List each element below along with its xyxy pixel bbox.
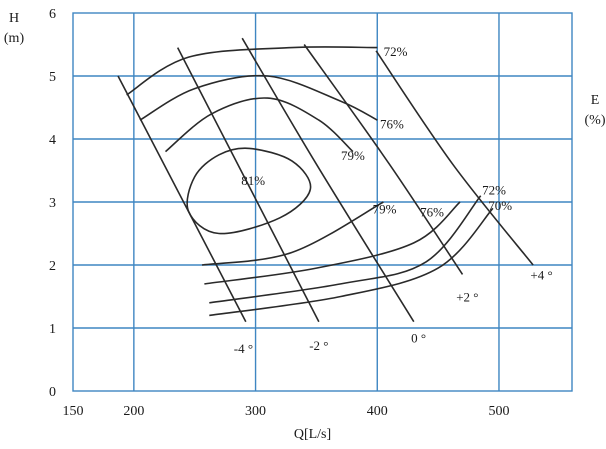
- y-tick-label: 4: [49, 133, 56, 148]
- x-axis-title: Q[L/s]: [294, 427, 331, 442]
- efficiency-label: 72%: [482, 182, 506, 197]
- efficiency-curve-5: [204, 201, 461, 285]
- blade-angle-curve-4: [375, 50, 534, 266]
- efficiency-curve-2: [164, 97, 354, 153]
- y-tick-label: 6: [49, 7, 56, 22]
- efficiency-curve-3: [186, 147, 312, 235]
- blade-angle-label: +4 °: [530, 267, 552, 282]
- efficiency-curve-6: [209, 195, 482, 304]
- efficiency-label: 79%: [341, 148, 365, 163]
- blade-angle-curve-1: [176, 47, 320, 323]
- efficiency-axis-title: (%): [585, 113, 606, 128]
- x-tick-label: 300: [245, 404, 266, 419]
- grid-layer: [72, 12, 573, 392]
- x-tick-label: 500: [488, 404, 509, 419]
- blade-angle-curve-3: [303, 44, 464, 275]
- y-tick-label: 0: [49, 385, 56, 400]
- blade-angle-label: -4 °: [234, 341, 253, 356]
- y-tick-label: 3: [49, 196, 56, 211]
- curve-layer: [117, 37, 534, 323]
- efficiency-label: 79%: [373, 201, 397, 216]
- efficiency-label: 76%: [420, 204, 444, 219]
- y-tick-label: 2: [49, 259, 56, 274]
- blade-angle-curve-0: [117, 75, 247, 323]
- efficiency-curve-1: [139, 74, 378, 121]
- blade-angle-label: -2 °: [309, 338, 328, 353]
- label-layer: -4 ° -2 ° 0 ° +2 ° +4 ° 72% 76% 79% 81% 79% 76% 72%…: [234, 44, 553, 356]
- y-tick-label: 1: [49, 322, 56, 337]
- axis-title-layer: Q[L/s] H (m) E (%): [4, 11, 606, 442]
- blade-angle-label: +2 °: [456, 290, 478, 305]
- efficiency-label: 72%: [384, 44, 408, 59]
- x-tick-label: 200: [123, 404, 144, 419]
- efficiency-curve-4: [201, 201, 384, 266]
- efficiency-label: 81%: [241, 173, 265, 188]
- x-tick-label: 400: [367, 404, 388, 419]
- efficiency-label: 76%: [380, 116, 404, 131]
- y-tick-label: 5: [49, 70, 56, 85]
- tick-layer: 150 200 300 400 500 0 1 2 3 4 5 6: [49, 7, 509, 419]
- efficiency-axis-title: E: [591, 93, 600, 108]
- y-axis-title: H: [9, 11, 19, 26]
- x-tick-label: 150: [63, 404, 84, 419]
- blade-angle-curve-2: [241, 37, 415, 323]
- y-axis-title: (m): [4, 31, 25, 46]
- efficiency-curve-7: [209, 207, 494, 317]
- efficiency-curve-0: [126, 46, 378, 96]
- blade-angle-label: 0 °: [411, 330, 426, 345]
- efficiency-label: 70%: [488, 198, 512, 213]
